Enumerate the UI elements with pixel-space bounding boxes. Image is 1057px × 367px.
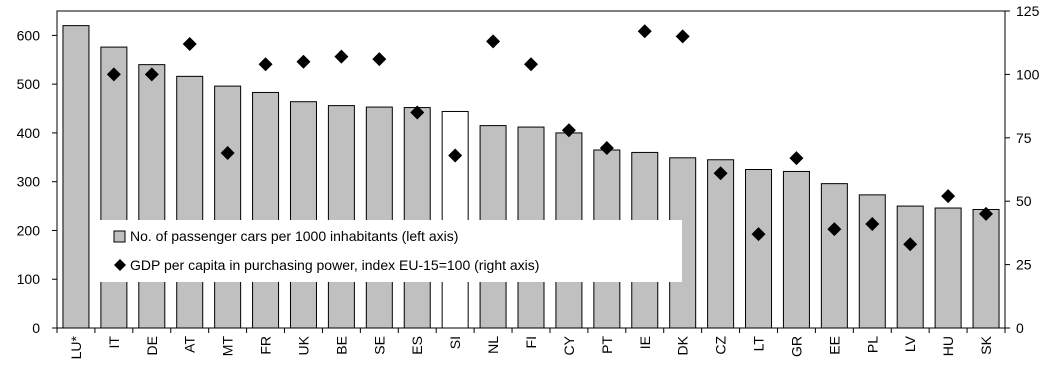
bar	[934, 207, 962, 329]
right-axis-tick-label: 125	[1016, 3, 1040, 19]
x-axis-tick-label: GR	[788, 336, 804, 357]
right-axis-tick-label: 100	[1016, 66, 1040, 82]
x-axis-tick-label: DE	[144, 336, 160, 355]
left-axis-tick-label: 600	[17, 27, 41, 43]
bar	[782, 170, 810, 329]
bar	[403, 107, 431, 329]
left-axis-tick-label: 400	[17, 125, 41, 141]
x-axis-tick-label: MT	[220, 336, 236, 357]
legend-bar-swatch	[113, 230, 126, 243]
x-axis-tick-label: PT	[599, 336, 615, 354]
diamond-marker	[713, 166, 728, 181]
diamond-marker	[789, 151, 804, 166]
bar	[972, 208, 1000, 329]
x-axis-tick-label: LU*	[68, 335, 84, 359]
right-axis-tick-label: 25	[1016, 257, 1032, 273]
diamond-marker	[637, 24, 652, 39]
right-axis-tick-label: 50	[1016, 193, 1032, 209]
x-axis-tick-label: HU	[940, 336, 956, 356]
x-axis-tick-label: BE	[333, 336, 349, 355]
x-axis-tick-label: ES	[409, 336, 425, 355]
diamond-marker	[182, 36, 197, 51]
bar	[896, 205, 924, 329]
legend-marker-label: GDP per capita in purchasing power, inde…	[130, 257, 539, 273]
diamond-marker	[258, 57, 273, 72]
right-axis-tick-label: 0	[1016, 320, 1024, 336]
bar	[820, 183, 848, 329]
bar	[327, 105, 355, 329]
bar	[707, 159, 735, 329]
bar	[138, 64, 166, 329]
x-axis-tick-label: IE	[637, 336, 653, 349]
x-axis: LU* IT DE AT MT FR UK BE SE ES SI NL FI CY PT IE DK CZ LT G…	[56, 328, 1006, 359]
diamond-marker	[675, 29, 690, 44]
diamond-marker	[827, 222, 842, 237]
diamond-marker	[941, 189, 956, 204]
legend-box	[100, 220, 682, 282]
diamond-marker	[106, 67, 121, 82]
x-axis-tick-label: UK	[295, 335, 311, 355]
x-axis-tick-label: FI	[523, 336, 539, 348]
bar	[176, 75, 204, 329]
x-axis-tick-label: AT	[182, 336, 198, 353]
x-axis-tick-label: EE	[826, 336, 842, 355]
diamond-marker	[220, 146, 235, 161]
legend-bar-label: No. of passenger cars per 1000 inhabitan…	[130, 228, 458, 244]
bar	[858, 194, 886, 329]
diamond-marker	[599, 140, 614, 155]
left-axis-tick-label: 300	[17, 174, 41, 190]
diamond-marker	[144, 67, 159, 82]
x-axis-tick-label: DK	[675, 335, 691, 355]
x-axis-tick-label: SE	[371, 336, 387, 355]
x-axis-tick-label: CZ	[713, 336, 729, 355]
diamond-marker	[410, 105, 425, 120]
left-axis-tick-label: 0	[32, 320, 40, 336]
right-axis: 0 25 50 75 100 125	[1005, 3, 1040, 336]
bar	[441, 110, 469, 329]
x-axis-tick-label: PL	[864, 336, 880, 353]
diamond-marker	[296, 54, 311, 69]
x-axis-tick-label: SI	[447, 336, 463, 349]
bar	[289, 101, 317, 329]
diamond-marker	[751, 227, 766, 242]
diamond-marker	[372, 52, 387, 67]
x-axis-tick-label: LV	[902, 335, 918, 352]
x-axis-tick-label: LT	[751, 336, 767, 352]
bar	[100, 46, 128, 329]
left-axis: 0 100 200 300 400 500 600	[17, 27, 57, 336]
left-axis-tick-label: 200	[17, 222, 41, 238]
bar	[745, 169, 773, 329]
bar	[252, 91, 280, 329]
bar	[214, 85, 242, 329]
bar	[62, 25, 90, 329]
bar	[365, 106, 393, 329]
x-axis-tick-label: IT	[106, 336, 122, 349]
marker-series	[106, 24, 994, 252]
legend: No. of passenger cars per 1000 inhabitan…	[100, 220, 682, 282]
x-axis-tick-label: CY	[561, 335, 577, 355]
diamond-marker	[448, 148, 463, 163]
diamond-marker	[524, 57, 538, 72]
left-axis-tick-label: 500	[17, 76, 41, 92]
x-axis-tick-label: NL	[485, 336, 501, 354]
diamond-marker	[334, 49, 349, 64]
left-axis-tick-label: 100	[17, 271, 41, 287]
bar-series	[62, 25, 1000, 329]
right-axis-tick-label: 75	[1016, 130, 1032, 146]
diamond-marker	[561, 123, 576, 138]
diamond-marker	[865, 217, 880, 232]
legend-diamond-icon	[114, 259, 126, 271]
x-axis-tick-label: SK	[978, 335, 994, 354]
diamond-marker	[486, 34, 501, 49]
diamond-marker	[903, 237, 918, 252]
x-axis-tick-label: FR	[258, 336, 274, 355]
diamond-marker	[979, 206, 994, 221]
